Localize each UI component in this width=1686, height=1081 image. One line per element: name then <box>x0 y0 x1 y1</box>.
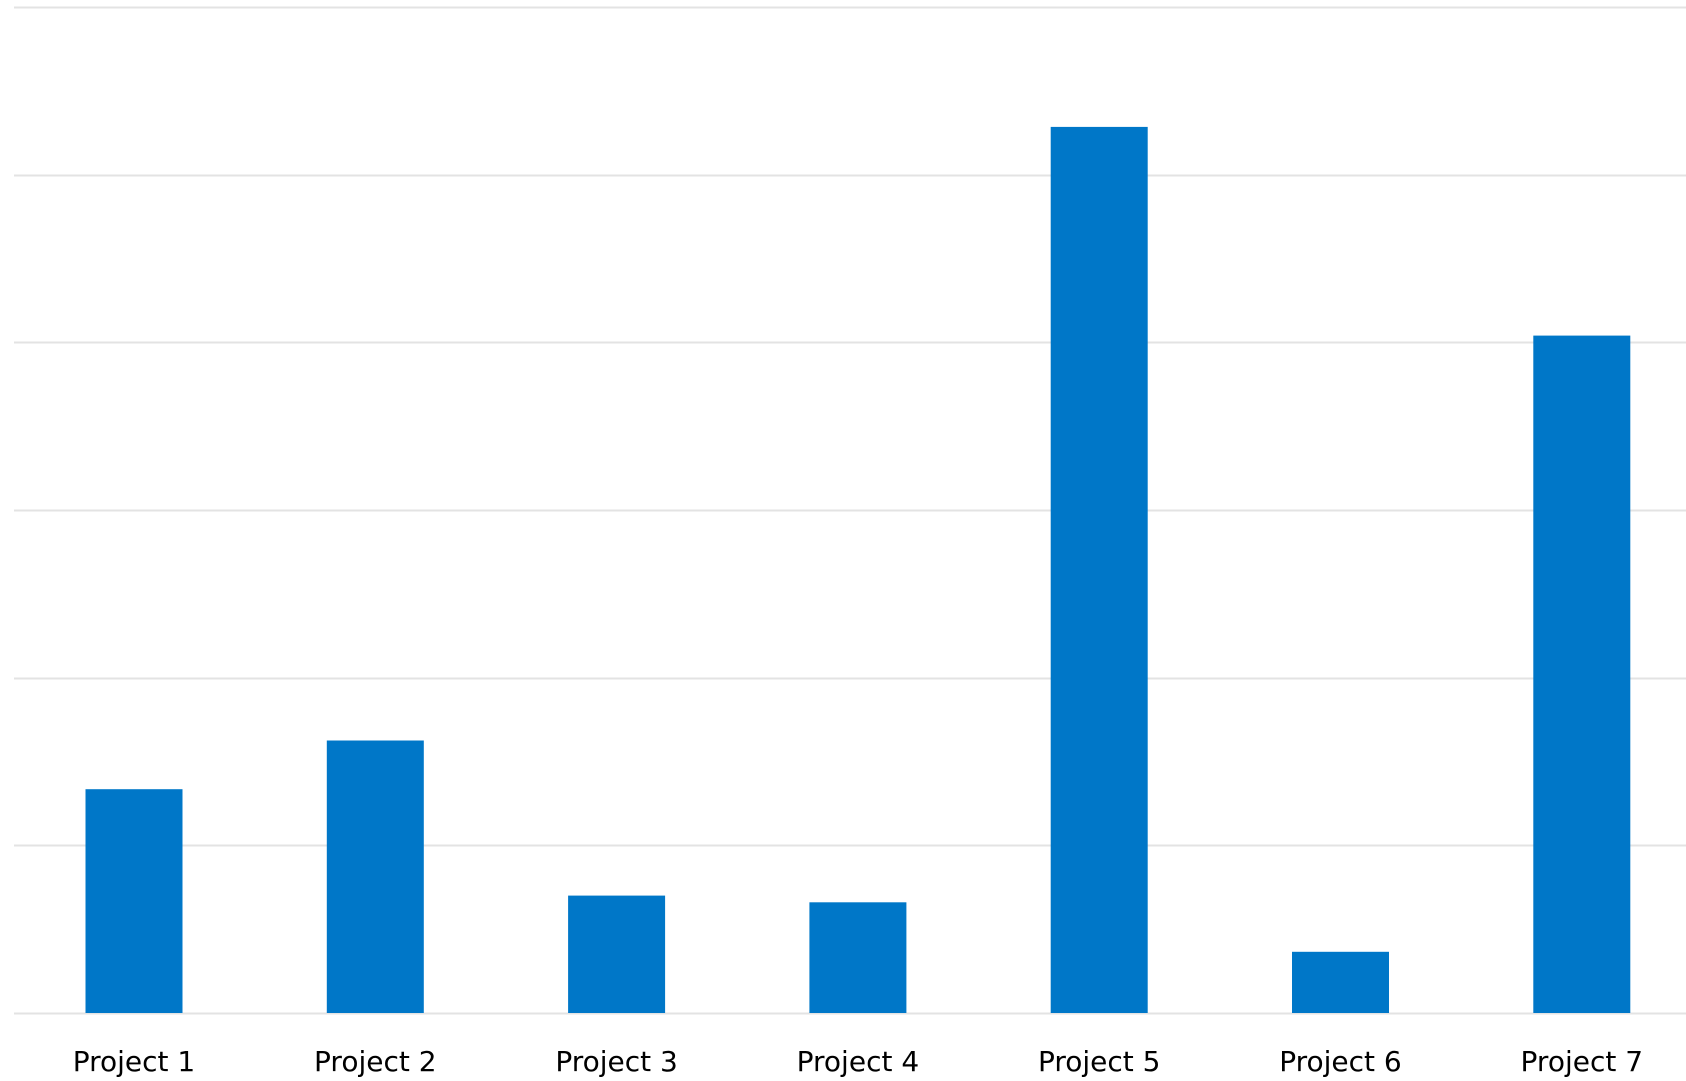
bar-project-5 <box>1050 126 1148 1013</box>
bar-project-1 <box>85 789 183 1013</box>
bar-project-7 <box>1533 335 1631 1014</box>
bars <box>85 126 1631 1014</box>
x-tick-label: Project 7 <box>1521 1045 1644 1078</box>
x-tick-label: Project 3 <box>555 1045 678 1078</box>
bar-project-3 <box>568 895 666 1013</box>
x-tick-label: Project 2 <box>314 1045 437 1078</box>
x-tick-label: Project 6 <box>1279 1045 1402 1078</box>
x-axis-tick-labels: Project 1 Project 2 Project 3 Project 4 Proj… <box>73 1045 1643 1078</box>
bar-project-4 <box>809 902 907 1013</box>
bar-project-2 <box>326 740 424 1013</box>
gridlines <box>14 6 1686 1015</box>
bar-project-6 <box>1292 951 1389 1013</box>
x-tick-label: Project 1 <box>73 1045 196 1078</box>
x-tick-label: Project 5 <box>1038 1045 1161 1078</box>
x-tick-label: Project 4 <box>797 1045 920 1078</box>
